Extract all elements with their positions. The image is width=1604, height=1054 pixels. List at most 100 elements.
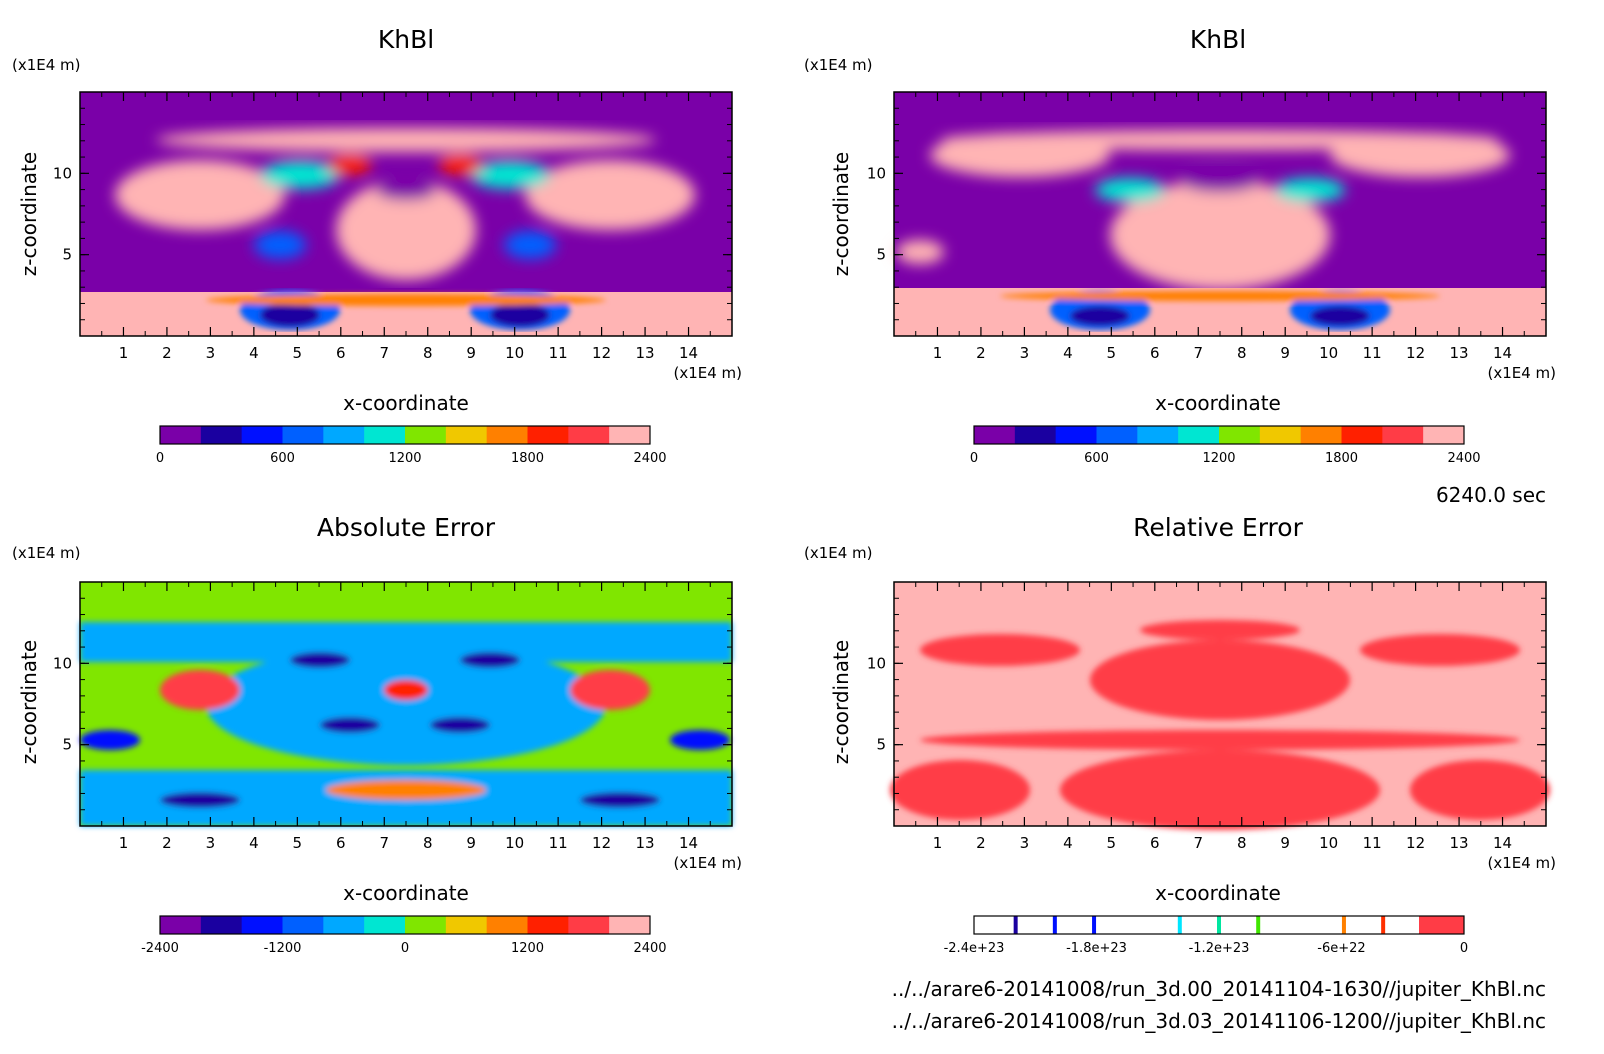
x-tick-label: 4	[1063, 344, 1073, 362]
colorbar-tick-label: 0	[970, 451, 978, 466]
x-tick-label: 11	[549, 834, 568, 852]
y-axis-label: z-coordinate	[17, 640, 41, 764]
x-tick-label: 13	[1450, 834, 1469, 852]
x-tick-label: 1	[933, 834, 943, 852]
x-tick-label: 11	[549, 344, 568, 362]
colorbar-mark	[1177, 916, 1182, 934]
x-tick-label: 10	[505, 344, 524, 362]
colorbar-swatch	[1178, 426, 1220, 444]
colorbar-swatch	[445, 916, 488, 934]
x-tick-label: 8	[1237, 834, 1247, 852]
x-tick-label: 1	[119, 344, 129, 362]
colorbar-tick-label: 600	[1084, 451, 1109, 466]
time-label: 6240.0 sec	[1436, 483, 1546, 507]
x-tick-label: 6	[336, 344, 346, 362]
x-tick-label: 14	[679, 834, 698, 852]
y-tick-label: 10	[53, 654, 72, 672]
colorbar-swatch	[527, 916, 569, 934]
x-tick-label: 13	[636, 834, 655, 852]
colorbar-swatch	[568, 916, 610, 934]
colorbar: -2.4e+23 -1.8e+23 -1.2e+23 -6e+22 0	[944, 915, 1468, 956]
colorbar-tick-label: 1800	[1325, 451, 1358, 466]
colorbar-tick-label: -2.4e+23	[944, 941, 1005, 956]
panel-khbl-right: KhBl (x1E4 m) z-coordinate	[804, 25, 1556, 466]
x-tick-label: 13	[1450, 344, 1469, 362]
x-tick-label: 7	[1193, 834, 1203, 852]
colorbar-mark	[1052, 916, 1057, 934]
x-tick-marks	[915, 92, 1525, 336]
colorbar-tick-label: 0	[1460, 941, 1468, 956]
panel-title: KhBl	[378, 25, 434, 54]
x-unit-label: (x1E4 m)	[1487, 364, 1556, 382]
x-tick-label: 4	[249, 834, 259, 852]
colorbar-tick-label: 600	[270, 451, 295, 466]
panel-khbl-left: KhBl (x1E4 m) z-coordinate	[12, 25, 742, 466]
y-axis-label: z-coordinate	[17, 152, 41, 276]
colorbar-swatch	[1014, 426, 1057, 444]
x-tick-label: 9	[466, 344, 476, 362]
y-tick-labels: 5 10	[867, 107, 1546, 321]
y-tick-labels: 5 10	[53, 107, 732, 321]
y-unit-label: (x1E4 m)	[804, 56, 873, 74]
colorbar-tick-label: 0	[401, 941, 409, 956]
x-tick-label: 10	[1319, 344, 1338, 362]
colorbar-swatch	[200, 426, 243, 444]
colorbar-swatch	[282, 916, 324, 934]
x-tick-label: 12	[592, 834, 611, 852]
y-axis-label: z-coordinate	[829, 152, 853, 276]
x-tick-label: 1	[119, 834, 129, 852]
x-tick-label: 7	[379, 344, 389, 362]
colorbar-frame	[159, 425, 651, 445]
heatmap-field	[80, 582, 732, 826]
colorbar-swatch	[1419, 916, 1464, 934]
colorbar-swatch	[323, 916, 365, 934]
colorbar-swatch	[405, 916, 447, 934]
x-axis-label: x-coordinate	[1155, 391, 1281, 415]
x-tick-label: 3	[1020, 834, 1030, 852]
y-tick-label: 5	[876, 736, 886, 754]
x-tick-label: 7	[379, 834, 389, 852]
colorbar-swatch	[200, 916, 243, 934]
colorbar-tick-label: -1.8e+23	[1066, 941, 1127, 956]
x-tick-label: 9	[1280, 834, 1290, 852]
colorbar: 0 600 1200 1800 2400	[156, 425, 667, 466]
colorbar-swatch	[1259, 426, 1302, 444]
panel-title: Relative Error	[1133, 513, 1303, 542]
colorbar-mark	[1217, 916, 1221, 934]
x-tick-label: 6	[336, 834, 346, 852]
y-unit-label: (x1E4 m)	[12, 544, 81, 562]
colorbar-swatch	[364, 916, 406, 934]
colorbar-swatch	[241, 426, 283, 444]
x-tick-label: 9	[466, 834, 476, 852]
colorbar-swatch	[1137, 426, 1179, 444]
colorbar-tick-label: 2400	[633, 941, 666, 956]
x-tick-label: 5	[293, 344, 303, 362]
x-tick-label: 2	[162, 344, 172, 362]
colorbar-swatch	[160, 426, 202, 444]
x-tick-label: 5	[293, 834, 303, 852]
colorbar-swatch	[609, 426, 651, 444]
x-tick-marks	[915, 582, 1525, 826]
x-tick-marks	[101, 582, 711, 826]
colorbar: 0 600 1200 1800 2400	[970, 425, 1481, 466]
x-tick-label: 3	[1020, 344, 1030, 362]
x-tick-labels: 1 2 3 4 5 6 7 8 9 10 11 12 13 14	[933, 344, 1512, 362]
x-axis-label: x-coordinate	[1155, 881, 1281, 905]
y-tick-label: 10	[867, 654, 886, 672]
heatmap-field	[894, 92, 1546, 336]
colorbar-swatch	[1096, 426, 1138, 444]
file-path-1: ../../arare6-20141008/run_3d.00_20141104…	[892, 977, 1546, 1001]
x-tick-label: 12	[592, 344, 611, 362]
colorbar-swatch	[364, 426, 406, 444]
x-tick-label: 1	[933, 344, 943, 362]
colorbar-mark	[1381, 916, 1386, 934]
panel-absolute-error: Absolute Error (x1E4 m) z-coordinate	[12, 513, 742, 956]
y-unit-label: (x1E4 m)	[12, 56, 81, 74]
colorbar-tick-label: 0	[156, 451, 164, 466]
colorbar-frame	[973, 425, 1465, 445]
colorbar-swatch	[527, 426, 569, 444]
colorbar-swatch	[323, 426, 365, 444]
colorbar-tick-label: 1800	[511, 451, 544, 466]
